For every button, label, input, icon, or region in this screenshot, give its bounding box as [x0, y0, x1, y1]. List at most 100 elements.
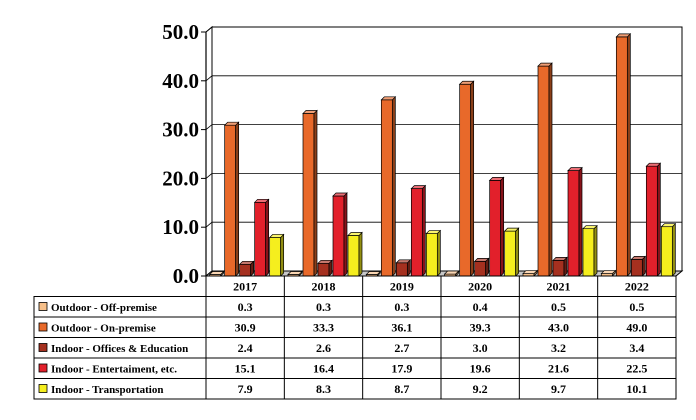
y-tick-label: 40.0	[162, 69, 199, 93]
bar-top	[268, 234, 285, 238]
data-table: 2017 2018 2019 2020 2021 2022 Outdoor - Off-pr…	[33, 275, 677, 400]
gridline	[205, 124, 682, 130]
bar-top	[660, 223, 677, 228]
bar-front	[317, 262, 330, 277]
bar-front	[537, 65, 550, 277]
y-tick-label: 0.0	[173, 264, 199, 288]
bar-side	[470, 80, 475, 277]
gridline	[205, 26, 682, 33]
bar-side	[343, 192, 348, 277]
y-tick-label: 30.0	[162, 118, 199, 142]
bar-top	[253, 198, 270, 203]
bar-front	[269, 237, 282, 277]
gridline	[205, 75, 682, 82]
bar-top	[332, 192, 348, 197]
bar-side	[391, 95, 396, 277]
bar-front	[380, 99, 393, 277]
bar-side	[548, 62, 553, 277]
bar-side	[265, 198, 270, 277]
table-cell: 49.0	[626, 321, 647, 335]
bar-top	[600, 270, 617, 274]
bar	[443, 270, 460, 277]
bar	[347, 231, 363, 277]
y-tick-label: 10.0	[162, 215, 199, 239]
bar	[410, 184, 427, 277]
table-cell: 0.5	[551, 300, 566, 314]
legend-swatch	[38, 363, 48, 373]
side-wall	[205, 25, 213, 278]
table-cell: 15.1	[235, 362, 256, 376]
table-cell: 36.1	[391, 321, 412, 335]
bar-front	[224, 124, 237, 277]
bar-front	[459, 83, 472, 277]
table-cell: 8.3	[316, 382, 331, 396]
bar-top	[615, 33, 632, 38]
table-cell: 0.4	[473, 300, 488, 314]
bar-front	[425, 233, 438, 277]
table-cell: 0.5	[629, 300, 644, 314]
bar-front	[347, 235, 360, 277]
gridlines	[205, 26, 682, 277]
gridline	[205, 172, 682, 179]
legend-swatch	[38, 384, 48, 393]
year-label: 2017	[233, 280, 257, 294]
year-label: 2022	[625, 280, 649, 294]
table-cell: 9.7	[551, 382, 566, 396]
table-cell: 17.9	[391, 362, 412, 376]
bar	[208, 270, 225, 277]
table-cell: 10.1	[626, 382, 647, 396]
bar	[488, 176, 505, 277]
bar-top	[365, 271, 382, 275]
bar-front	[630, 259, 643, 277]
bar-side	[515, 227, 520, 277]
legend-swatch	[38, 322, 48, 332]
bar-front	[660, 226, 673, 277]
bar	[302, 109, 318, 277]
bar-top	[503, 227, 520, 232]
bar-top	[302, 110, 318, 114]
table-cell: 21.6	[548, 362, 569, 376]
y-tick-label: 20.0	[162, 166, 199, 190]
year-label: 2018	[312, 280, 336, 294]
series-label: Indoor - Offices & Education	[51, 343, 188, 355]
series-label: Outdoor - Off-premise	[51, 302, 157, 314]
bar-front	[552, 260, 565, 277]
bar-front	[489, 180, 502, 277]
bar-top	[488, 177, 505, 181]
y-axis: 0.0 10.0 20.0 30.0 40.0 50.0	[162, 20, 207, 288]
bar-front	[302, 113, 315, 277]
back-wall	[211, 26, 683, 272]
bar-side	[626, 33, 631, 277]
bar-top	[443, 270, 460, 275]
bar	[615, 33, 632, 277]
bar	[425, 229, 442, 277]
bar-top	[645, 162, 662, 167]
table-cell: 2.6	[316, 341, 331, 355]
bar	[537, 62, 553, 277]
bar	[600, 269, 617, 277]
bar-top	[567, 167, 583, 171]
bar	[660, 222, 677, 277]
table-cell: 43.0	[548, 321, 569, 335]
bars	[208, 33, 677, 277]
table-cell: 0.3	[394, 300, 409, 314]
table-cell: 33.3	[313, 321, 334, 335]
bar	[365, 270, 382, 277]
bar	[380, 95, 397, 277]
bar	[552, 256, 568, 277]
bar-front	[410, 188, 423, 277]
bar-front	[615, 36, 628, 277]
bar	[223, 121, 240, 277]
bar-top	[395, 259, 412, 264]
bar-side	[500, 176, 505, 277]
bar	[332, 192, 348, 277]
bar-front	[567, 170, 580, 277]
chart-walls	[204, 25, 684, 278]
bar	[395, 258, 412, 277]
bar-front	[239, 263, 252, 277]
bar-top	[522, 270, 538, 274]
gridline	[205, 221, 682, 228]
bar	[522, 269, 538, 277]
bar-top	[458, 80, 475, 85]
